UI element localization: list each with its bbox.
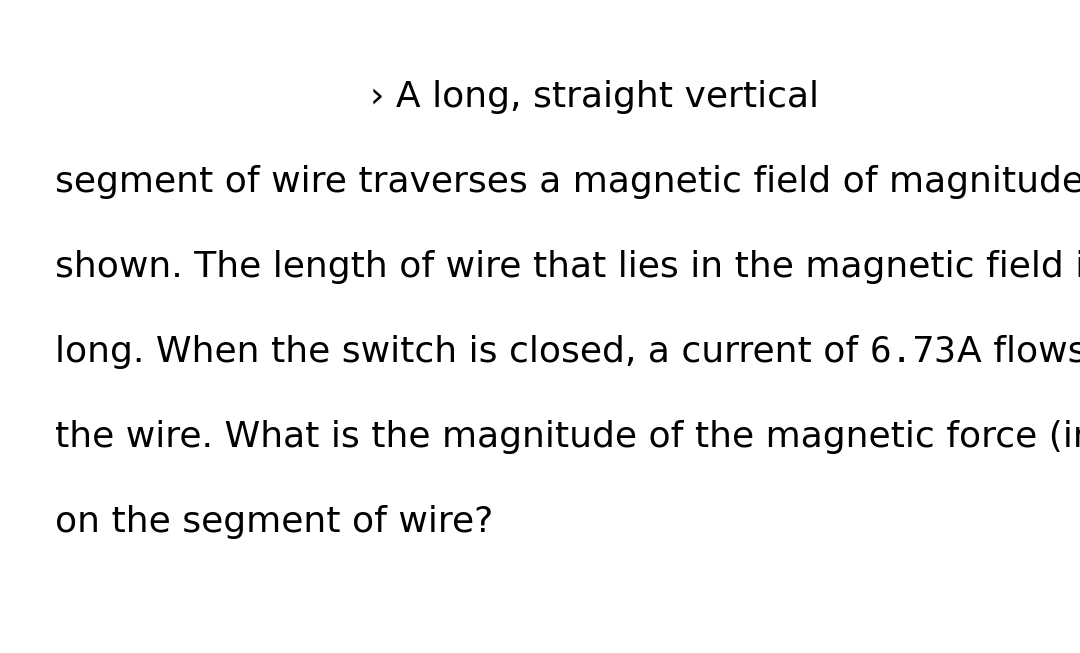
Text: on the segment of wire?: on the segment of wire? bbox=[55, 505, 494, 539]
Text: shown. The length of wire that lies in the magnetic field is: shown. The length of wire that lies in t… bbox=[55, 250, 1080, 284]
Text: long. When the switch is closed, a current of: long. When the switch is closed, a curre… bbox=[55, 335, 869, 369]
Text: the wire. What is the magnitude of the magnetic force (in N) acting: the wire. What is the magnitude of the m… bbox=[55, 420, 1080, 454]
Text: segment of wire traverses a magnetic field of magnitude: segment of wire traverses a magnetic fie… bbox=[55, 165, 1080, 199]
Text: A flows through: A flows through bbox=[957, 335, 1080, 369]
Text: › A long, straight vertical: › A long, straight vertical bbox=[370, 80, 819, 114]
Text: 6.73: 6.73 bbox=[869, 335, 957, 369]
